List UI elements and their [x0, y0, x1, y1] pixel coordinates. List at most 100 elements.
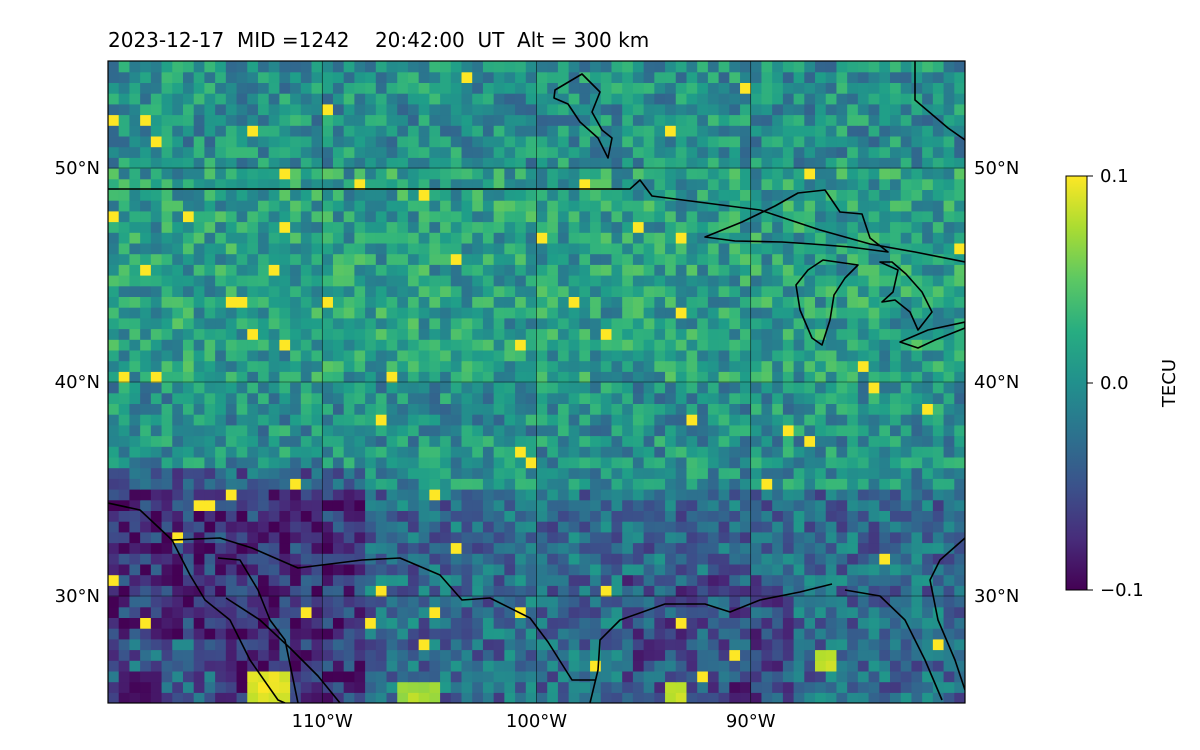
graticule — [108, 61, 965, 703]
heatmap-cell — [600, 392, 613, 404]
heatmap-cell — [536, 510, 548, 522]
heatmap-cell — [354, 606, 366, 618]
heatmap-cell — [536, 317, 548, 330]
heatmap-cell — [150, 585, 163, 597]
heatmap-cell — [418, 435, 430, 447]
heatmap-cell — [557, 382, 570, 394]
heatmap-cell — [857, 414, 870, 426]
heatmap-cell — [129, 435, 141, 447]
heatmap-cell — [150, 135, 163, 148]
heatmap-cell — [761, 275, 773, 287]
heatmap-cell — [900, 435, 913, 447]
heatmap-cell — [900, 135, 913, 148]
heatmap-cell — [911, 596, 923, 608]
heatmap-cell — [322, 563, 334, 576]
heatmap-cell — [579, 210, 591, 223]
heatmap-cell — [622, 114, 634, 126]
heatmap-cell — [300, 446, 313, 458]
heatmap-cell — [557, 82, 570, 94]
heatmap-cell — [150, 168, 163, 180]
heatmap-cell — [890, 638, 902, 651]
heatmap-cell — [472, 285, 484, 297]
heatmap-cell — [922, 339, 934, 351]
heatmap-cell — [943, 456, 955, 469]
heatmap-cell — [311, 168, 323, 180]
heatmap-cell — [279, 606, 291, 618]
heatmap-cell — [579, 435, 591, 447]
heatmap-cell — [729, 649, 741, 661]
heatmap-cell — [354, 317, 366, 330]
heatmap-cell — [397, 585, 409, 597]
heatmap-cell — [782, 71, 795, 83]
heatmap-cell — [825, 168, 838, 180]
heatmap-cell — [665, 660, 677, 672]
heatmap-cell — [482, 435, 495, 447]
heatmap-cell — [579, 456, 591, 469]
heatmap-cell — [954, 157, 965, 169]
heatmap-cell — [150, 339, 163, 351]
heatmap-cell — [900, 649, 913, 661]
heatmap-cell — [440, 296, 452, 308]
heatmap-cell — [686, 339, 698, 351]
heatmap-cell — [482, 521, 495, 533]
heatmap-cell — [590, 606, 602, 618]
heatmap-cell — [332, 93, 345, 105]
heatmap-cell — [311, 403, 323, 415]
heatmap-cell — [793, 360, 805, 372]
heatmap-cell — [665, 467, 677, 479]
heatmap-cell — [482, 146, 495, 158]
heatmap-cell — [718, 478, 730, 490]
heatmap-cell — [804, 382, 816, 394]
heatmap-cell — [472, 403, 484, 415]
heatmap-cell — [922, 146, 934, 158]
heatmap-cell — [590, 189, 602, 201]
heatmap-cell — [300, 392, 313, 404]
heatmap-cell — [707, 553, 720, 565]
heatmap-cell — [440, 317, 452, 330]
heatmap-cell — [590, 242, 602, 255]
heatmap-cell — [879, 264, 891, 276]
heatmap-cell — [579, 200, 591, 212]
heatmap-cell — [579, 146, 591, 158]
heatmap-cell — [332, 339, 345, 351]
heatmap-cell — [761, 456, 773, 469]
heatmap-cell — [654, 71, 666, 83]
heatmap-cell — [890, 178, 902, 190]
heatmap-cell — [290, 339, 302, 351]
heatmap-cell — [129, 424, 141, 437]
heatmap-cell — [643, 135, 655, 148]
heatmap-cell — [686, 628, 698, 640]
heatmap-cell — [697, 456, 709, 469]
heatmap-cell — [836, 521, 848, 533]
heatmap-cell — [257, 232, 270, 244]
heatmap-cell — [675, 93, 688, 105]
heatmap-cell — [815, 446, 827, 458]
heatmap-cell — [418, 135, 430, 148]
heatmap-cell — [590, 489, 602, 501]
heatmap-cell — [943, 510, 955, 522]
heatmap-cell — [643, 71, 655, 83]
heatmap-cell — [868, 146, 880, 158]
heatmap-cell — [407, 606, 420, 618]
heatmap-cell — [386, 103, 398, 116]
heatmap-cell — [579, 638, 591, 651]
heatmap-cell — [761, 606, 773, 618]
heatmap-cell — [193, 168, 206, 180]
heatmap-cell — [397, 210, 409, 223]
heatmap-cell — [193, 339, 206, 351]
heatmap-cell — [600, 339, 613, 351]
heatmap-cell — [611, 456, 623, 469]
heatmap-cell — [547, 264, 559, 276]
heatmap-cell — [525, 61, 538, 73]
heatmap-cell — [954, 339, 965, 351]
heatmap-cell — [279, 221, 291, 233]
heatmap-cell — [290, 103, 302, 116]
heatmap-cell — [782, 82, 795, 94]
heatmap-cell — [868, 681, 880, 693]
heatmap-cell — [772, 574, 784, 586]
heatmap-cell — [772, 553, 784, 565]
heatmap-cell — [697, 553, 709, 565]
heatmap-cell — [504, 628, 516, 640]
heatmap-cell — [450, 435, 463, 447]
heatmap-cell — [686, 467, 698, 479]
